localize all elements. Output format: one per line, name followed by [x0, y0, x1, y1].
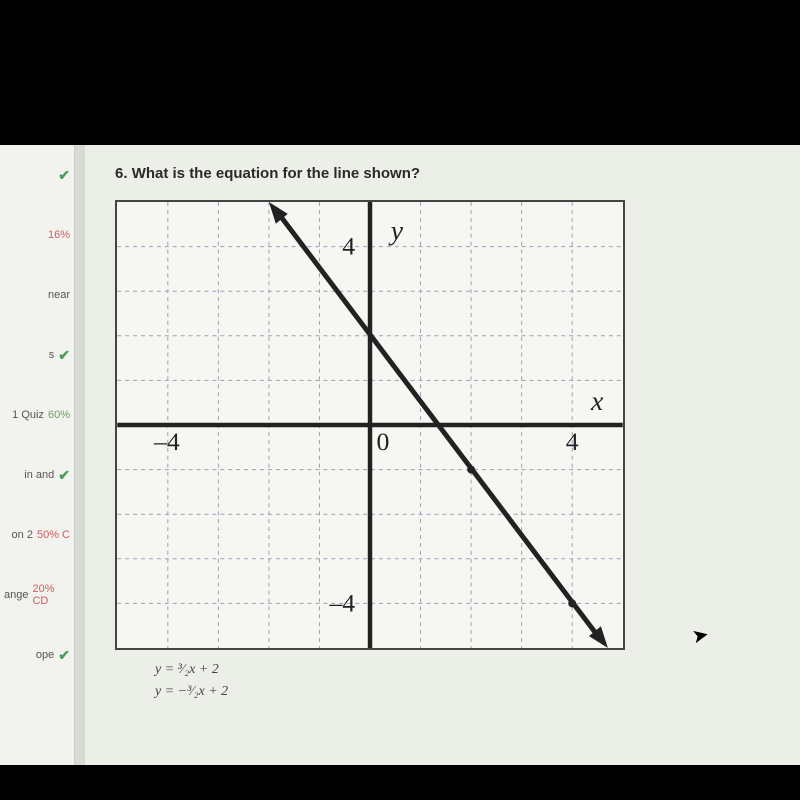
- plot-point: [467, 466, 475, 474]
- question-number: 6.: [115, 165, 128, 182]
- sidebar-item[interactable]: 1 Quiz 60%: [0, 385, 74, 445]
- sidebar-label: in and: [24, 469, 54, 481]
- graph-svg: –4 0 4 4 –4 y x: [117, 202, 623, 648]
- question-body: What is the equation for the line shown?: [132, 165, 420, 182]
- sidebar-label: ange: [4, 589, 28, 601]
- sidebar-label: s: [49, 349, 55, 361]
- check-icon: ✔: [58, 467, 70, 484]
- answer-options: y = ³⁄₂x + 2 y = −³⁄₂x + 2: [115, 662, 770, 700]
- sidebar-item[interactable]: s ✔: [0, 325, 74, 385]
- plot-point: [568, 599, 576, 607]
- sidebar-item[interactable]: on 2 50% C: [0, 505, 74, 565]
- check-icon: ✔: [58, 167, 70, 184]
- score-pct: 16%: [48, 229, 70, 241]
- answer-option[interactable]: y = −³⁄₂x + 2: [155, 684, 770, 700]
- tick-label: 4: [566, 427, 579, 456]
- screen-area: ✔ 16% near s ✔ 1 Quiz 60% in and ✔ on 2 …: [0, 145, 800, 765]
- sidebar-label: on 2: [12, 529, 33, 541]
- sidebar-item[interactable]: ✔: [0, 145, 74, 205]
- question-text: 6. What is the equation for the line sho…: [115, 165, 770, 182]
- sidebar-item[interactable]: in and ✔: [0, 445, 74, 505]
- check-icon: ✔: [58, 347, 70, 364]
- sidebar-label: 1 Quiz: [12, 409, 44, 421]
- x-axis-label: x: [590, 386, 604, 417]
- sidebar-item[interactable]: 16%: [0, 205, 74, 265]
- graph: –4 0 4 4 –4 y x: [115, 200, 625, 650]
- tick-label: –4: [328, 588, 355, 617]
- score-pct: 60%: [48, 409, 70, 421]
- score-pct: 20% CD: [32, 583, 70, 607]
- score-pct: 50% C: [37, 529, 70, 541]
- sidebar-item[interactable]: ange 20% CD: [0, 565, 74, 625]
- check-icon: ✔: [58, 647, 70, 664]
- answer-option[interactable]: y = ³⁄₂x + 2: [155, 662, 770, 678]
- main-content: 6. What is the equation for the line sho…: [85, 145, 800, 765]
- tick-label: 0: [376, 427, 389, 456]
- sidebar-label: ope: [36, 649, 54, 661]
- sidebar-label: near: [48, 289, 70, 301]
- sidebar: ✔ 16% near s ✔ 1 Quiz 60% in and ✔ on 2 …: [0, 145, 75, 765]
- y-axis-label: y: [388, 216, 404, 247]
- tick-label: –4: [153, 427, 180, 456]
- sidebar-item[interactable]: ope ✔: [0, 625, 74, 685]
- tick-label: 4: [342, 232, 355, 261]
- sidebar-item[interactable]: near: [0, 265, 74, 325]
